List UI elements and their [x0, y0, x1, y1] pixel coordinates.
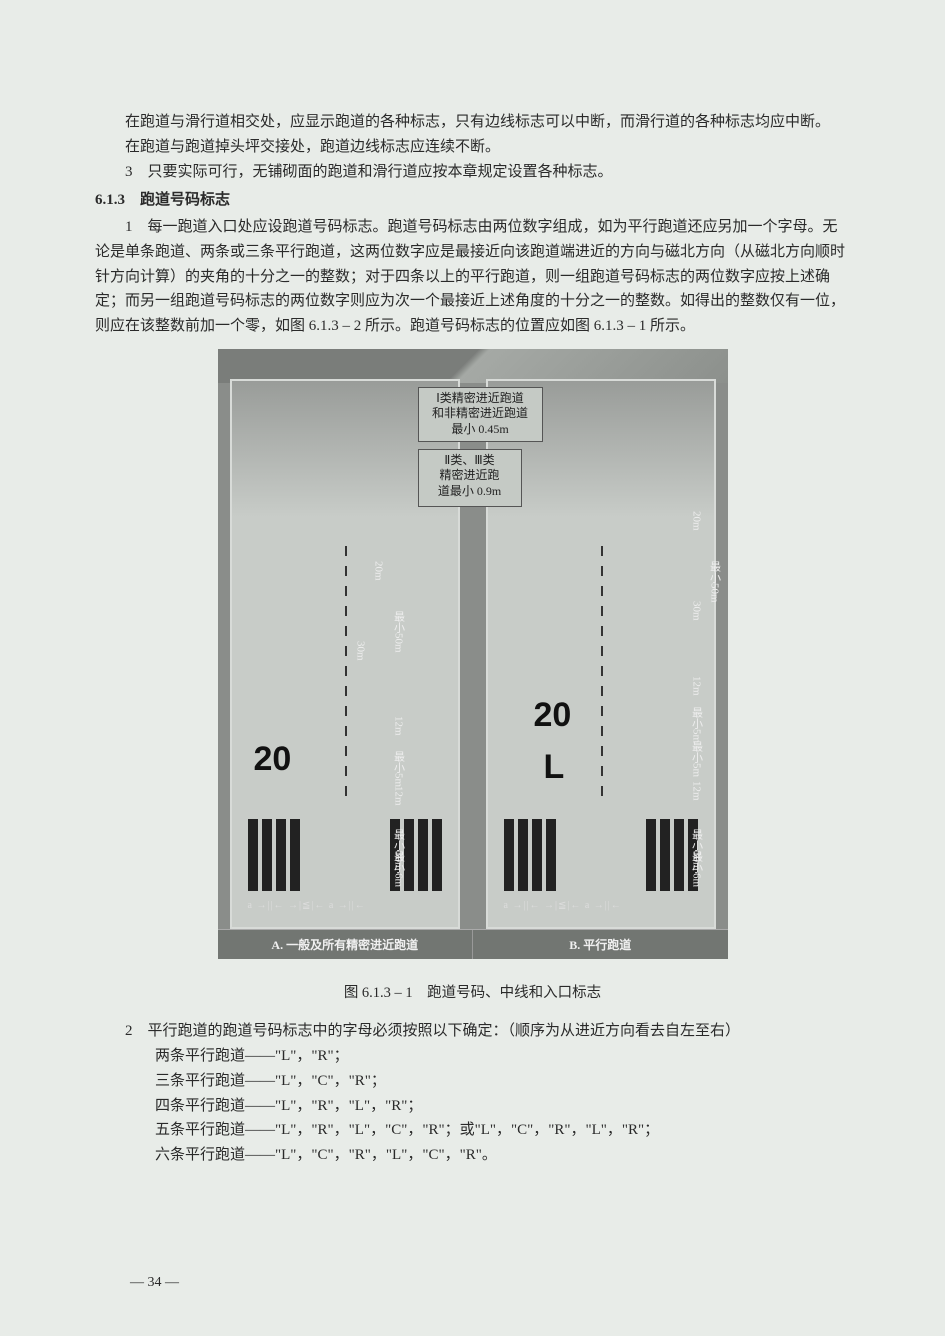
clause-number: 1 [125, 219, 133, 235]
threshold-stripes [248, 819, 300, 891]
callout-line: 最小 0.45m [425, 422, 536, 438]
paragraph-3: 3 只要实际可行，无铺砌面的跑道和滑行道应按本章规定设置各种标志。 [95, 160, 850, 185]
figure-label-a: A. 一般及所有精密进近跑道 [218, 930, 474, 959]
dim-label: 30m [351, 641, 369, 661]
page-number: — 34 — [130, 1271, 179, 1294]
dim-label: 30m [687, 601, 705, 621]
runway-number: 20 [254, 731, 292, 787]
figure-callout-2: Ⅱ类、Ⅲ类 精密进近跑 道最小 0.9m [418, 449, 522, 507]
callout-line: 道最小 0.9m [425, 484, 515, 500]
dim-label: 20m [687, 511, 705, 531]
dim-label: 12m [687, 676, 705, 696]
runway-letter: L [544, 739, 565, 795]
list-item: 四条平行跑道——"L"，"R"，"L"，"R"； [95, 1094, 850, 1119]
dim-label: 最小6m [687, 851, 705, 887]
clause-number: 2 [125, 1023, 133, 1039]
paragraph-2: 在跑道与跑道掉头坪交接处，跑道边线标志应连续不断。 [95, 135, 850, 160]
list-item: 两条平行跑道——"L"，"R"； [95, 1044, 850, 1069]
dim-label: 最小6m [389, 851, 407, 887]
clause-number: 3 [125, 164, 133, 180]
clause-2-header: 2 平行跑道的跑道号码标志中的字母必须按照以下确定：（顺序为从进近方向看去自左至… [95, 1019, 850, 1044]
threshold-stripes [504, 819, 556, 891]
callout-line: Ⅱ类、Ⅲ类 [425, 453, 515, 469]
figure-container: 20 a →||← →|≦|← a →||← 20m 最小50m 30m 12m… [95, 349, 850, 1006]
callout-line: 精密进近跑 [425, 468, 515, 484]
section-title: 跑道号码标志 [140, 192, 230, 208]
figure-top-border [218, 349, 728, 383]
dim-label: 最小50m [705, 561, 723, 603]
section-heading: 6.1.3 跑道号码标志 [95, 188, 850, 213]
section-number: 6.1.3 [95, 192, 125, 208]
dim-label: 12m [687, 781, 705, 801]
paragraph-1: 在跑道与滑行道相交处，应显示跑道的各种标志，只有边线标志可以中断，而滑行道的各种… [95, 110, 850, 135]
figure-label-b: B. 平行跑道 [473, 930, 728, 959]
dim-label: 最小50m [389, 611, 407, 653]
list-item: 五条平行跑道——"L"，"R"，"L"，"C"，"R"；或"L"，"C"，"R"… [95, 1118, 850, 1143]
centerline [345, 546, 347, 802]
figure-image: 20 a →||← →|≦|← a →||← 20m 最小50m 30m 12m… [218, 349, 728, 959]
list-item: 三条平行跑道——"L"，"C"，"R"； [95, 1069, 850, 1094]
figure-callout-1: Ⅰ类精密进近跑道 和非精密进近跑道 最小 0.45m [418, 387, 543, 442]
clause-header-text: 平行跑道的跑道号码标志中的字母必须按照以下确定：（顺序为从进近方向看去自左至右） [148, 1023, 741, 1039]
dim-label: 12m [389, 716, 407, 736]
clause-1: 1 每一跑道入口处应设跑道号码标志。跑道号码标志由两位数字组成，如为平行跑道还应… [95, 215, 850, 339]
centerline [601, 546, 603, 802]
figure-caption: 图 6.1.3 – 1 跑道号码、中线和入口标志 [95, 982, 850, 1006]
callout-line: Ⅰ类精密进近跑道 [425, 391, 536, 407]
dim-label: 最小5m [687, 741, 705, 777]
dim-label: 20m [369, 561, 387, 581]
dim-arrows: a →||← →|≦|← a →||← [504, 898, 622, 915]
dim-label: 最小5m [389, 751, 407, 787]
list-item: 六条平行跑道——"L"，"C"，"R"，"L"，"C"，"R"。 [95, 1143, 850, 1168]
clause-text: 只要实际可行，无铺砌面的跑道和滑行道应按本章规定设置各种标志。 [148, 164, 613, 180]
dim-label: 最小5m [687, 707, 705, 743]
figure-bottom-bar: A. 一般及所有精密进近跑道 B. 平行跑道 [218, 929, 728, 959]
dim-arrows: a →||← →|≦|← a →||← [248, 898, 366, 915]
dim-label: 12m [389, 786, 407, 806]
clause-text: 每一跑道入口处应设跑道号码标志。跑道号码标志由两位数字组成，如为平行跑道还应另加… [95, 219, 845, 334]
runway-number: 20 [534, 687, 572, 743]
callout-line: 和非精密进近跑道 [425, 406, 536, 422]
